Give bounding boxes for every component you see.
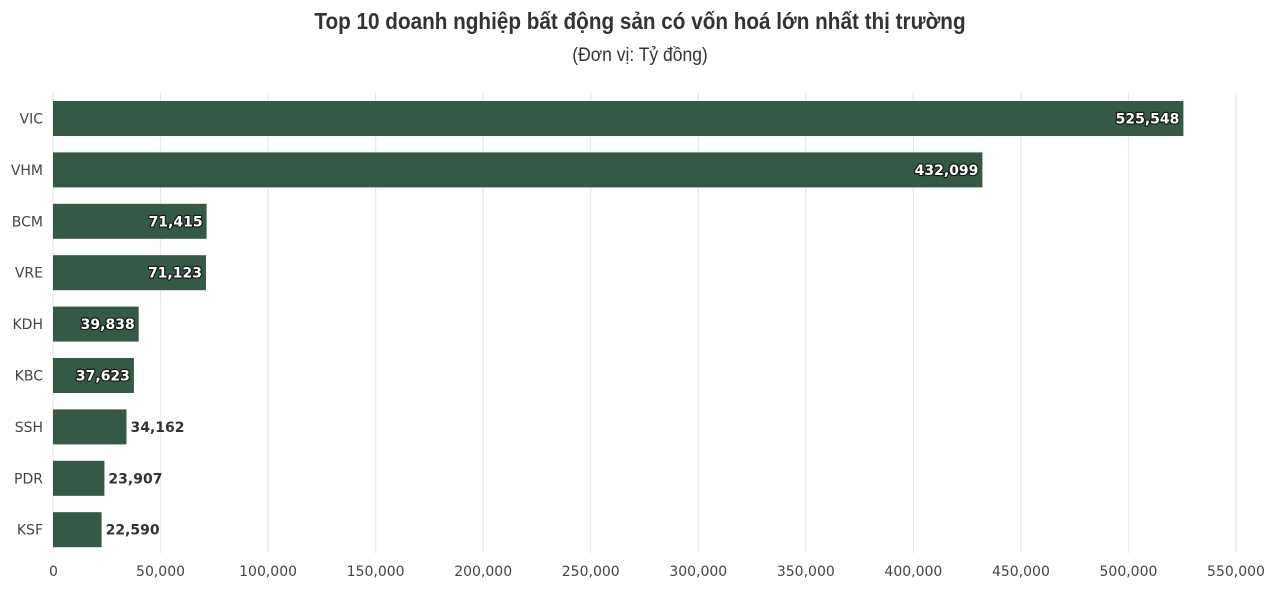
category-label: VHM (11, 163, 43, 179)
category-label: BCM (12, 214, 43, 230)
x-tick-label: 450,000 (992, 564, 1050, 580)
x-axis-tick-labels: 0 50,000 100,000 150,000 200,000 250,000 300,0… (49, 564, 1265, 580)
data-label: 432,099 (915, 163, 979, 179)
category-label: SSH (15, 420, 43, 436)
bar (53, 152, 983, 188)
x-tick-label: 250,000 (562, 564, 620, 580)
bar (53, 101, 1184, 136)
category-label: KBC (15, 369, 44, 385)
chart-title: Top 10 doanh nghiệp bất động sản có vốn … (314, 8, 966, 34)
bar (53, 255, 206, 291)
bar (53, 306, 139, 342)
category-label: PDR (14, 471, 43, 487)
bar (53, 409, 127, 445)
category-label: VIC (20, 112, 44, 128)
x-tick-label: 500,000 (1100, 564, 1158, 580)
x-tick-label: 50,000 (136, 564, 185, 580)
x-tick-label: 400,000 (884, 564, 942, 580)
bar (53, 460, 105, 496)
chart-subtitle: (Đơn vị: Tỷ đồng) (572, 45, 708, 66)
value-labels: 525,548 432,099 71,415 71,123 39,838 37,623 34… (75, 110, 1181, 539)
x-tick-label: 200,000 (454, 564, 512, 580)
category-label: KDH (13, 317, 44, 333)
data-label: 22,590 (106, 523, 160, 539)
x-tick-label: 0 (49, 564, 58, 580)
data-label: 525,548 (1116, 112, 1180, 128)
data-label: 34,162 (130, 420, 184, 436)
x-tick-label: 100,000 (239, 564, 297, 580)
bar (53, 512, 102, 548)
x-tick-label: 550,000 (1207, 564, 1265, 580)
category-label: KSF (17, 523, 43, 539)
x-tick-label: 150,000 (347, 564, 405, 580)
x-tick-label: 350,000 (777, 564, 835, 580)
data-label: 39,838 (81, 317, 135, 333)
bars (53, 101, 1184, 548)
data-label: 37,623 (76, 369, 130, 385)
x-tick-label: 300,000 (669, 564, 727, 580)
bar (53, 203, 207, 239)
data-label: 23,907 (108, 471, 162, 487)
category-labels: VIC VHM BCM VRE KDH KBC SSH PDR KSF (11, 112, 43, 539)
category-label: VRE (15, 266, 43, 282)
bar (53, 358, 134, 393)
data-label: 71,415 (149, 214, 203, 230)
data-label: 71,123 (148, 266, 202, 282)
